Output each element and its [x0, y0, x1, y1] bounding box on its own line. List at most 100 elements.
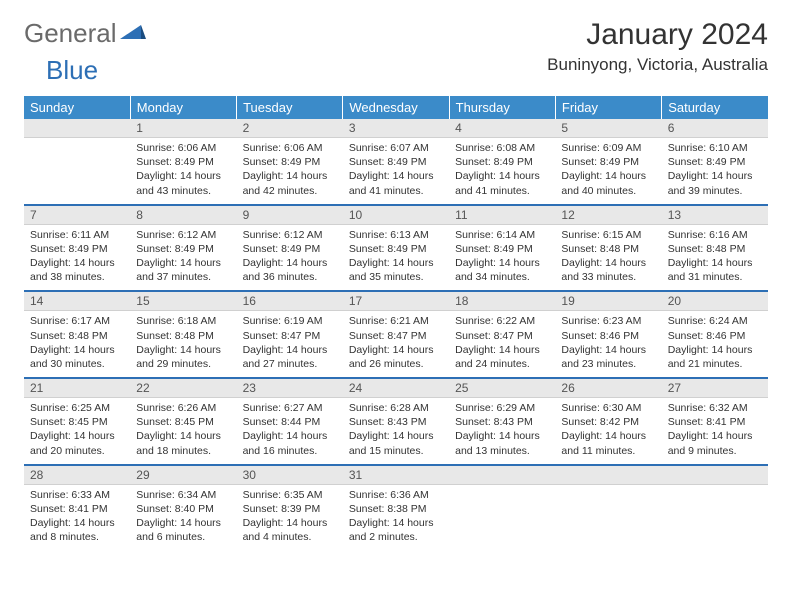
calendar-cell: 17Sunrise: 6:21 AMSunset: 8:47 PMDayligh…: [343, 291, 449, 377]
day-line: Sunrise: 6:15 AM: [561, 228, 655, 242]
day-number: 22: [130, 379, 236, 398]
day-line: Sunset: 8:48 PM: [668, 242, 762, 256]
day-line: Sunrise: 6:35 AM: [243, 488, 337, 502]
day-line: Sunset: 8:40 PM: [136, 502, 230, 516]
day-number: 9: [237, 206, 343, 225]
day-line: Daylight: 14 hours and 16 minutes.: [243, 429, 337, 457]
day-number: 14: [24, 292, 130, 311]
day-body: [449, 485, 555, 545]
day-line: Daylight: 14 hours and 20 minutes.: [30, 429, 124, 457]
day-number: [555, 466, 661, 485]
day-line: Daylight: 14 hours and 26 minutes.: [349, 343, 443, 371]
day-number: 30: [237, 466, 343, 485]
day-body: Sunrise: 6:24 AMSunset: 8:46 PMDaylight:…: [662, 311, 768, 377]
day-line: Sunset: 8:47 PM: [243, 329, 337, 343]
calendar-cell: 16Sunrise: 6:19 AMSunset: 8:47 PMDayligh…: [237, 291, 343, 377]
day-line: Sunset: 8:49 PM: [136, 242, 230, 256]
day-line: Sunset: 8:49 PM: [455, 242, 549, 256]
day-line: Daylight: 14 hours and 36 minutes.: [243, 256, 337, 284]
day-line: Daylight: 14 hours and 29 minutes.: [136, 343, 230, 371]
day-line: Sunset: 8:47 PM: [349, 329, 443, 343]
day-body: Sunrise: 6:06 AMSunset: 8:49 PMDaylight:…: [130, 138, 236, 204]
day-number: 1: [130, 119, 236, 138]
calendar-cell: 27Sunrise: 6:32 AMSunset: 8:41 PMDayligh…: [662, 378, 768, 464]
calendar-cell: 19Sunrise: 6:23 AMSunset: 8:46 PMDayligh…: [555, 291, 661, 377]
calendar-week: 14Sunrise: 6:17 AMSunset: 8:48 PMDayligh…: [24, 291, 768, 377]
day-number: 8: [130, 206, 236, 225]
day-header: Friday: [555, 96, 661, 119]
day-line: Daylight: 14 hours and 38 minutes.: [30, 256, 124, 284]
day-line: Daylight: 14 hours and 42 minutes.: [243, 169, 337, 197]
calendar-week: 21Sunrise: 6:25 AMSunset: 8:45 PMDayligh…: [24, 378, 768, 464]
calendar-cell: 14Sunrise: 6:17 AMSunset: 8:48 PMDayligh…: [24, 291, 130, 377]
calendar-cell: 8Sunrise: 6:12 AMSunset: 8:49 PMDaylight…: [130, 205, 236, 291]
day-line: Daylight: 14 hours and 4 minutes.: [243, 516, 337, 544]
day-number: 20: [662, 292, 768, 311]
day-number: 23: [237, 379, 343, 398]
day-line: Daylight: 14 hours and 13 minutes.: [455, 429, 549, 457]
day-line: Sunrise: 6:14 AM: [455, 228, 549, 242]
day-line: Daylight: 14 hours and 6 minutes.: [136, 516, 230, 544]
calendar-cell: 6Sunrise: 6:10 AMSunset: 8:49 PMDaylight…: [662, 119, 768, 204]
day-number: 19: [555, 292, 661, 311]
calendar-cell: [24, 119, 130, 204]
logo-text-blue: Blue: [46, 55, 98, 86]
day-line: Daylight: 14 hours and 39 minutes.: [668, 169, 762, 197]
day-line: Daylight: 14 hours and 40 minutes.: [561, 169, 655, 197]
day-line: Sunrise: 6:11 AM: [30, 228, 124, 242]
day-number: 27: [662, 379, 768, 398]
day-body: Sunrise: 6:11 AMSunset: 8:49 PMDaylight:…: [24, 225, 130, 291]
day-line: Daylight: 14 hours and 21 minutes.: [668, 343, 762, 371]
day-line: Sunrise: 6:34 AM: [136, 488, 230, 502]
day-body: Sunrise: 6:16 AMSunset: 8:48 PMDaylight:…: [662, 225, 768, 291]
day-body: [662, 485, 768, 545]
day-line: Daylight: 14 hours and 24 minutes.: [455, 343, 549, 371]
day-body: Sunrise: 6:36 AMSunset: 8:38 PMDaylight:…: [343, 485, 449, 551]
day-line: Sunrise: 6:23 AM: [561, 314, 655, 328]
day-line: Sunset: 8:49 PM: [349, 155, 443, 169]
day-line: Sunset: 8:46 PM: [668, 329, 762, 343]
day-body: Sunrise: 6:12 AMSunset: 8:49 PMDaylight:…: [237, 225, 343, 291]
day-body: Sunrise: 6:09 AMSunset: 8:49 PMDaylight:…: [555, 138, 661, 204]
day-line: Sunrise: 6:18 AM: [136, 314, 230, 328]
day-number: 29: [130, 466, 236, 485]
day-body: Sunrise: 6:19 AMSunset: 8:47 PMDaylight:…: [237, 311, 343, 377]
day-line: Sunrise: 6:19 AM: [243, 314, 337, 328]
day-body: Sunrise: 6:07 AMSunset: 8:49 PMDaylight:…: [343, 138, 449, 204]
day-line: Sunset: 8:45 PM: [30, 415, 124, 429]
day-line: Sunrise: 6:28 AM: [349, 401, 443, 415]
day-line: Sunrise: 6:17 AM: [30, 314, 124, 328]
day-line: Sunrise: 6:16 AM: [668, 228, 762, 242]
day-line: Daylight: 14 hours and 33 minutes.: [561, 256, 655, 284]
day-line: Sunrise: 6:22 AM: [455, 314, 549, 328]
day-body: Sunrise: 6:08 AMSunset: 8:49 PMDaylight:…: [449, 138, 555, 204]
day-body: [555, 485, 661, 545]
day-line: Sunset: 8:49 PM: [243, 242, 337, 256]
day-line: Daylight: 14 hours and 37 minutes.: [136, 256, 230, 284]
day-number: 7: [24, 206, 130, 225]
calendar-week: 1Sunrise: 6:06 AMSunset: 8:49 PMDaylight…: [24, 119, 768, 204]
calendar-cell: 3Sunrise: 6:07 AMSunset: 8:49 PMDaylight…: [343, 119, 449, 204]
day-header: Saturday: [662, 96, 768, 119]
day-line: Sunset: 8:43 PM: [455, 415, 549, 429]
calendar-body: 1Sunrise: 6:06 AMSunset: 8:49 PMDaylight…: [24, 119, 768, 550]
day-line: Sunset: 8:48 PM: [136, 329, 230, 343]
calendar-cell: 2Sunrise: 6:06 AMSunset: 8:49 PMDaylight…: [237, 119, 343, 204]
day-number: 5: [555, 119, 661, 138]
day-body: Sunrise: 6:26 AMSunset: 8:45 PMDaylight:…: [130, 398, 236, 464]
day-number: 21: [24, 379, 130, 398]
day-body: Sunrise: 6:18 AMSunset: 8:48 PMDaylight:…: [130, 311, 236, 377]
day-line: Daylight: 14 hours and 15 minutes.: [349, 429, 443, 457]
day-body: Sunrise: 6:35 AMSunset: 8:39 PMDaylight:…: [237, 485, 343, 551]
day-body: Sunrise: 6:14 AMSunset: 8:49 PMDaylight:…: [449, 225, 555, 291]
day-body: Sunrise: 6:29 AMSunset: 8:43 PMDaylight:…: [449, 398, 555, 464]
day-line: Daylight: 14 hours and 34 minutes.: [455, 256, 549, 284]
calendar-cell: 18Sunrise: 6:22 AMSunset: 8:47 PMDayligh…: [449, 291, 555, 377]
title-block: January 2024 Buninyong, Victoria, Austra…: [547, 18, 768, 75]
calendar-cell: 23Sunrise: 6:27 AMSunset: 8:44 PMDayligh…: [237, 378, 343, 464]
calendar-cell: 12Sunrise: 6:15 AMSunset: 8:48 PMDayligh…: [555, 205, 661, 291]
day-number: 31: [343, 466, 449, 485]
day-header: Thursday: [449, 96, 555, 119]
day-line: Sunrise: 6:25 AM: [30, 401, 124, 415]
day-line: Sunrise: 6:06 AM: [136, 141, 230, 155]
